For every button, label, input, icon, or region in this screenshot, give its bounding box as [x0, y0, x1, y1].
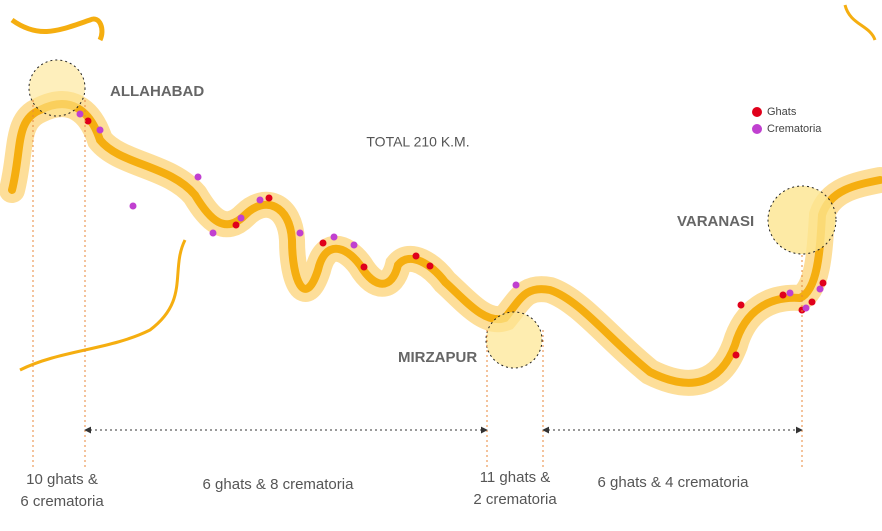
stretch-label: 6 ghats & 8 crematoria: [203, 476, 355, 493]
city-label: ALLAHABAD: [110, 83, 204, 100]
stretch-label: 11 ghats &: [480, 469, 551, 486]
stretch-label: 6 ghats & 4 crematoria: [598, 474, 750, 491]
city-label: VARANASI: [677, 213, 754, 230]
legend-swatch: [752, 124, 762, 134]
legend-swatch: [752, 107, 762, 117]
legend-label: Ghats: [767, 106, 797, 118]
city-label: MIRZAPUR: [398, 349, 477, 366]
legend-label: Crematoria: [767, 123, 822, 135]
reference-lines: [32, 100, 803, 470]
river: [0, 4, 882, 396]
stretch-label: 10 ghats &: [26, 471, 98, 488]
stretch-labels: 10 ghats & 6 crematoria 6 ghats & 8 cremat…: [20, 469, 749, 510]
stretch-label: 6 crematoria: [20, 493, 104, 510]
sites: [76, 110, 827, 359]
total-length: TOTAL 210 K.M.: [366, 134, 469, 150]
legend: Ghats Crematoria: [752, 106, 822, 135]
city-zones: [28, 59, 837, 369]
stretch-label: 2 crematoria: [473, 491, 557, 508]
